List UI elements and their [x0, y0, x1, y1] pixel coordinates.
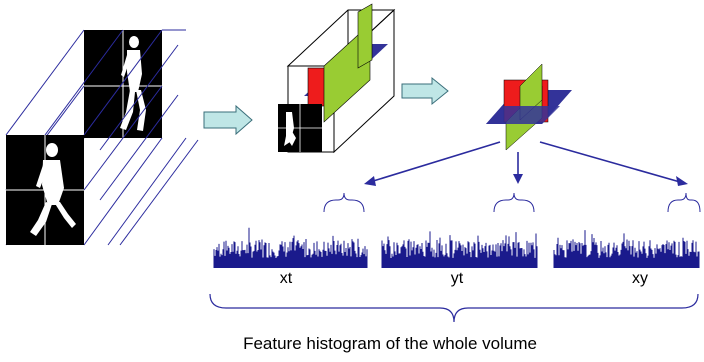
pointer-arrows	[364, 141, 688, 186]
video-frame-front	[6, 135, 84, 245]
histogram-label-xt: xt	[279, 270, 293, 287]
walking-person-silhouette-back	[120, 36, 146, 131]
histogram-xy	[553, 230, 700, 268]
histogram-yt	[381, 231, 538, 268]
histogram-label-yt: yt	[450, 270, 464, 287]
curly-brace-small	[323, 192, 701, 213]
curly-brace-large	[209, 293, 699, 323]
walking-person-silhouette-small	[284, 112, 296, 146]
histogram-label-xy: xy	[632, 270, 648, 287]
histogram-xt	[213, 227, 368, 268]
diagram-caption: Feature histogram of the whole volume	[243, 334, 537, 353]
video-volume	[5, 29, 199, 246]
volume-block-with-planes	[278, 3, 396, 154]
right-arrow-icon-2	[401, 76, 449, 106]
right-arrow-icon-1	[203, 104, 253, 136]
orthogonal-planes	[486, 63, 572, 151]
walking-person-silhouette-front	[30, 143, 76, 236]
